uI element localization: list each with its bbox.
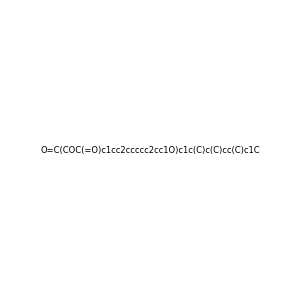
Text: O=C(COC(=O)c1cc2ccccc2cc1O)c1c(C)c(C)cc(C)c1C: O=C(COC(=O)c1cc2ccccc2cc1O)c1c(C)c(C)cc(… <box>40 146 260 154</box>
